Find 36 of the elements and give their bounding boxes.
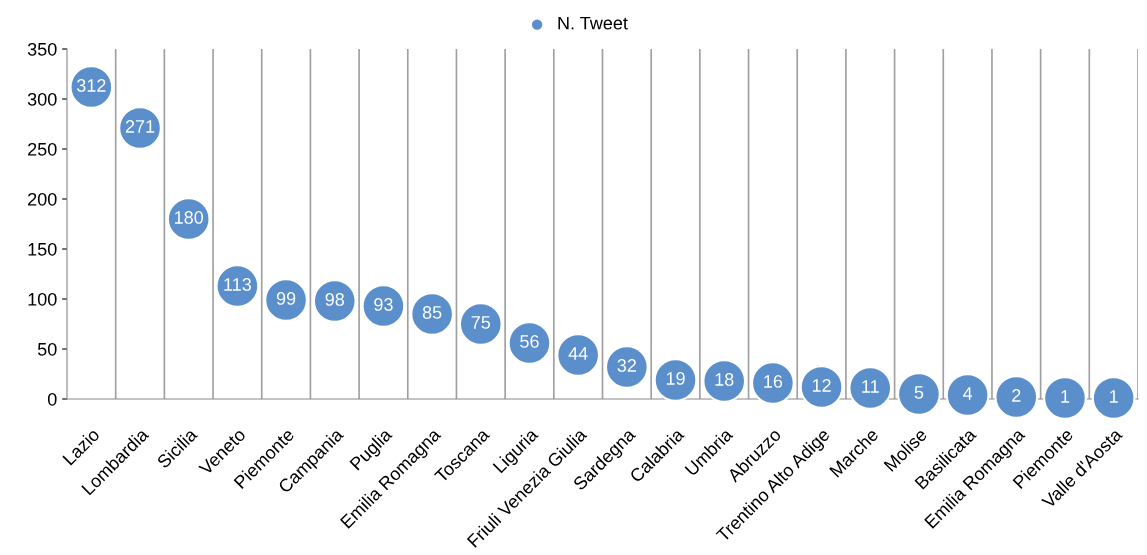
point xyxy=(1091,376,1136,420)
data-label: 312 xyxy=(76,79,106,92)
data-label: 32 xyxy=(617,359,636,372)
point xyxy=(994,375,1039,419)
legend-label: N. Tweet xyxy=(558,16,628,30)
point xyxy=(945,373,990,417)
data-label: 16 xyxy=(764,375,783,388)
data-label: 19 xyxy=(666,372,685,385)
data-label: 180 xyxy=(175,211,204,224)
y-tick-label: 150 xyxy=(28,242,57,256)
data-label: 11 xyxy=(862,380,879,393)
data-label: 1 xyxy=(1110,390,1118,403)
data-label: 93 xyxy=(374,298,393,311)
y-tick-label: 100 xyxy=(28,292,57,306)
data-label: 1 xyxy=(1061,390,1070,403)
y-tick-label: 50 xyxy=(37,342,57,356)
data-label: 5 xyxy=(914,386,924,399)
data-label: 85 xyxy=(422,306,442,319)
data-label: 4 xyxy=(963,387,973,400)
y-tick-label: 350 xyxy=(27,42,57,56)
point xyxy=(897,372,941,416)
data-label: 12 xyxy=(812,379,831,392)
y-tick-label: 250 xyxy=(28,142,57,156)
data-label: 18 xyxy=(715,373,734,386)
data-label: 99 xyxy=(276,292,296,305)
data-label: 271 xyxy=(125,120,155,133)
data-label: 56 xyxy=(520,335,539,348)
data-label: 75 xyxy=(471,316,491,329)
data-label: 2 xyxy=(1012,389,1021,402)
y-tick-label: 200 xyxy=(28,192,57,206)
data-label: 44 xyxy=(568,347,588,360)
point xyxy=(1043,376,1087,420)
data-label: 113 xyxy=(224,278,251,291)
y-tick-label: 300 xyxy=(27,92,57,106)
data-label: 98 xyxy=(325,293,345,306)
y-tick-label: 0 xyxy=(47,392,57,406)
